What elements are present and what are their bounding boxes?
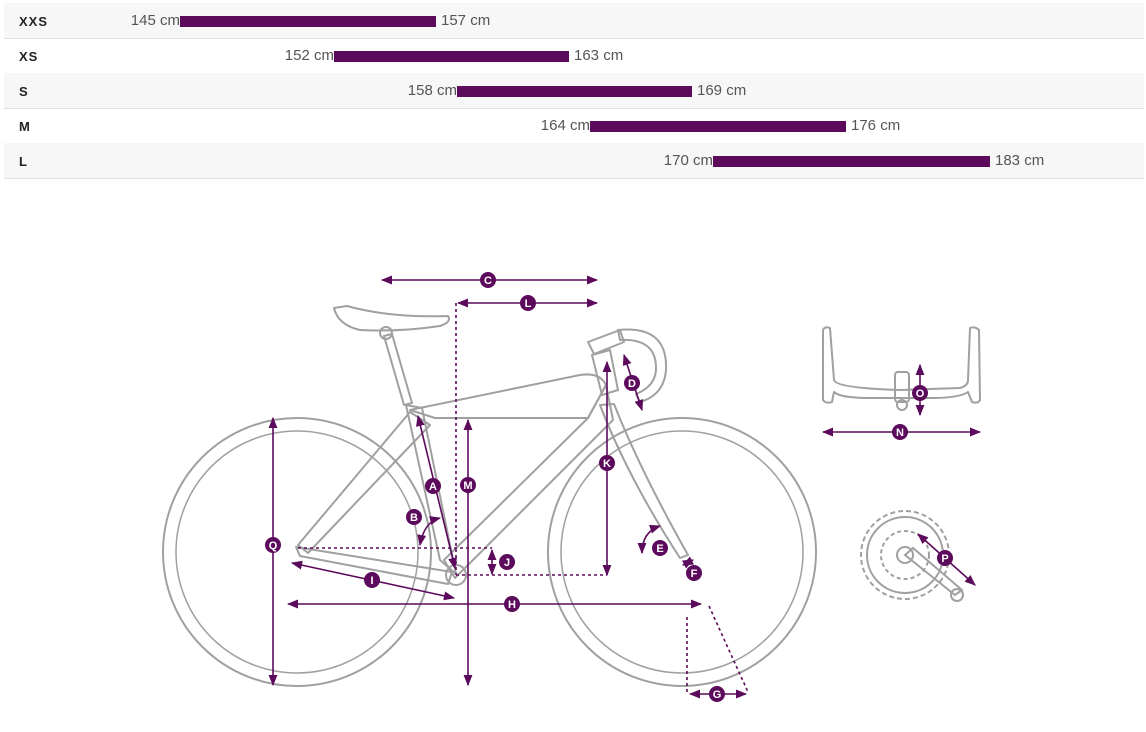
badge-q[interactable]: Q [265, 537, 281, 553]
range-max: 163 cm [574, 47, 624, 64]
svg-text:I: I [370, 575, 373, 587]
svg-text:N: N [896, 427, 904, 439]
measurement-lines [268, 275, 982, 699]
svg-text:K: K [603, 458, 611, 470]
svg-text:L: L [525, 298, 532, 310]
badge-j[interactable]: J [499, 554, 515, 570]
badge-d[interactable]: D [624, 375, 640, 391]
badge-o[interactable]: O [912, 385, 928, 401]
fork [599, 403, 689, 559]
badge-p[interactable]: P [937, 550, 953, 566]
badge-c[interactable]: C [480, 272, 496, 288]
range-min: 152 cm [284, 47, 334, 64]
size-label: XXS [19, 14, 49, 29]
svg-text:F: F [691, 568, 698, 580]
svg-text:Q: Q [269, 540, 278, 552]
height-range-bar [457, 86, 692, 97]
badge-k[interactable]: K [599, 455, 615, 471]
range-max: 183 cm [995, 152, 1045, 169]
svg-text:D: D [628, 378, 636, 390]
badge-e[interactable]: E [652, 540, 668, 556]
size-label: S [19, 84, 29, 99]
rear-wheel [162, 417, 432, 687]
svg-text:P: P [941, 553, 948, 565]
front-wheel [547, 417, 817, 687]
badge-h[interactable]: H [504, 596, 520, 612]
top-tube [409, 373, 607, 419]
handlebar-top-view [822, 326, 981, 411]
range-min: 158 cm [407, 82, 457, 99]
range-max: 176 cm [851, 117, 901, 134]
svg-text:C: C [484, 275, 492, 287]
range-min: 145 cm [130, 12, 180, 29]
size-row-xxs: XXS 145 cm 157 cm [4, 3, 1144, 39]
saddle [333, 305, 450, 332]
height-range-bar [713, 156, 990, 167]
measurement-badges: C L D K M A B J E F Q I H G O N P [265, 272, 953, 702]
range-min: 170 cm [663, 152, 713, 169]
svg-text:G: G [713, 689, 722, 701]
badge-i[interactable]: I [364, 572, 380, 588]
svg-text:H: H [508, 599, 516, 611]
svg-text:M: M [463, 480, 472, 492]
svg-text:E: E [656, 543, 663, 555]
svg-text:J: J [504, 557, 510, 569]
badge-l[interactable]: L [520, 295, 536, 311]
range-max: 169 cm [697, 82, 747, 99]
size-label: L [19, 154, 28, 169]
size-row-s: S 158 cm 169 cm [4, 73, 1144, 109]
badge-b[interactable]: B [406, 509, 422, 525]
badge-f[interactable]: F [686, 565, 702, 581]
size-row-l: L 170 cm 183 cm [4, 143, 1144, 179]
seatpost [383, 333, 413, 406]
svg-text:O: O [916, 388, 925, 400]
bike-illustration [162, 305, 817, 687]
stem [587, 329, 625, 355]
range-min: 164 cm [540, 117, 590, 134]
svg-text:B: B [410, 512, 418, 524]
size-label: M [19, 119, 31, 134]
range-max: 157 cm [441, 12, 491, 29]
height-range-bar [334, 51, 569, 62]
height-range-bar [180, 16, 436, 27]
svg-text:A: A [429, 481, 437, 493]
badge-m[interactable]: M [460, 477, 476, 493]
height-range-bar [590, 121, 846, 132]
head-tube [591, 349, 619, 396]
handlebar-drop [617, 328, 668, 403]
badge-g[interactable]: G [709, 686, 725, 702]
size-label: XS [19, 49, 39, 64]
badge-a[interactable]: A [425, 478, 441, 494]
badge-n[interactable]: N [892, 424, 908, 440]
